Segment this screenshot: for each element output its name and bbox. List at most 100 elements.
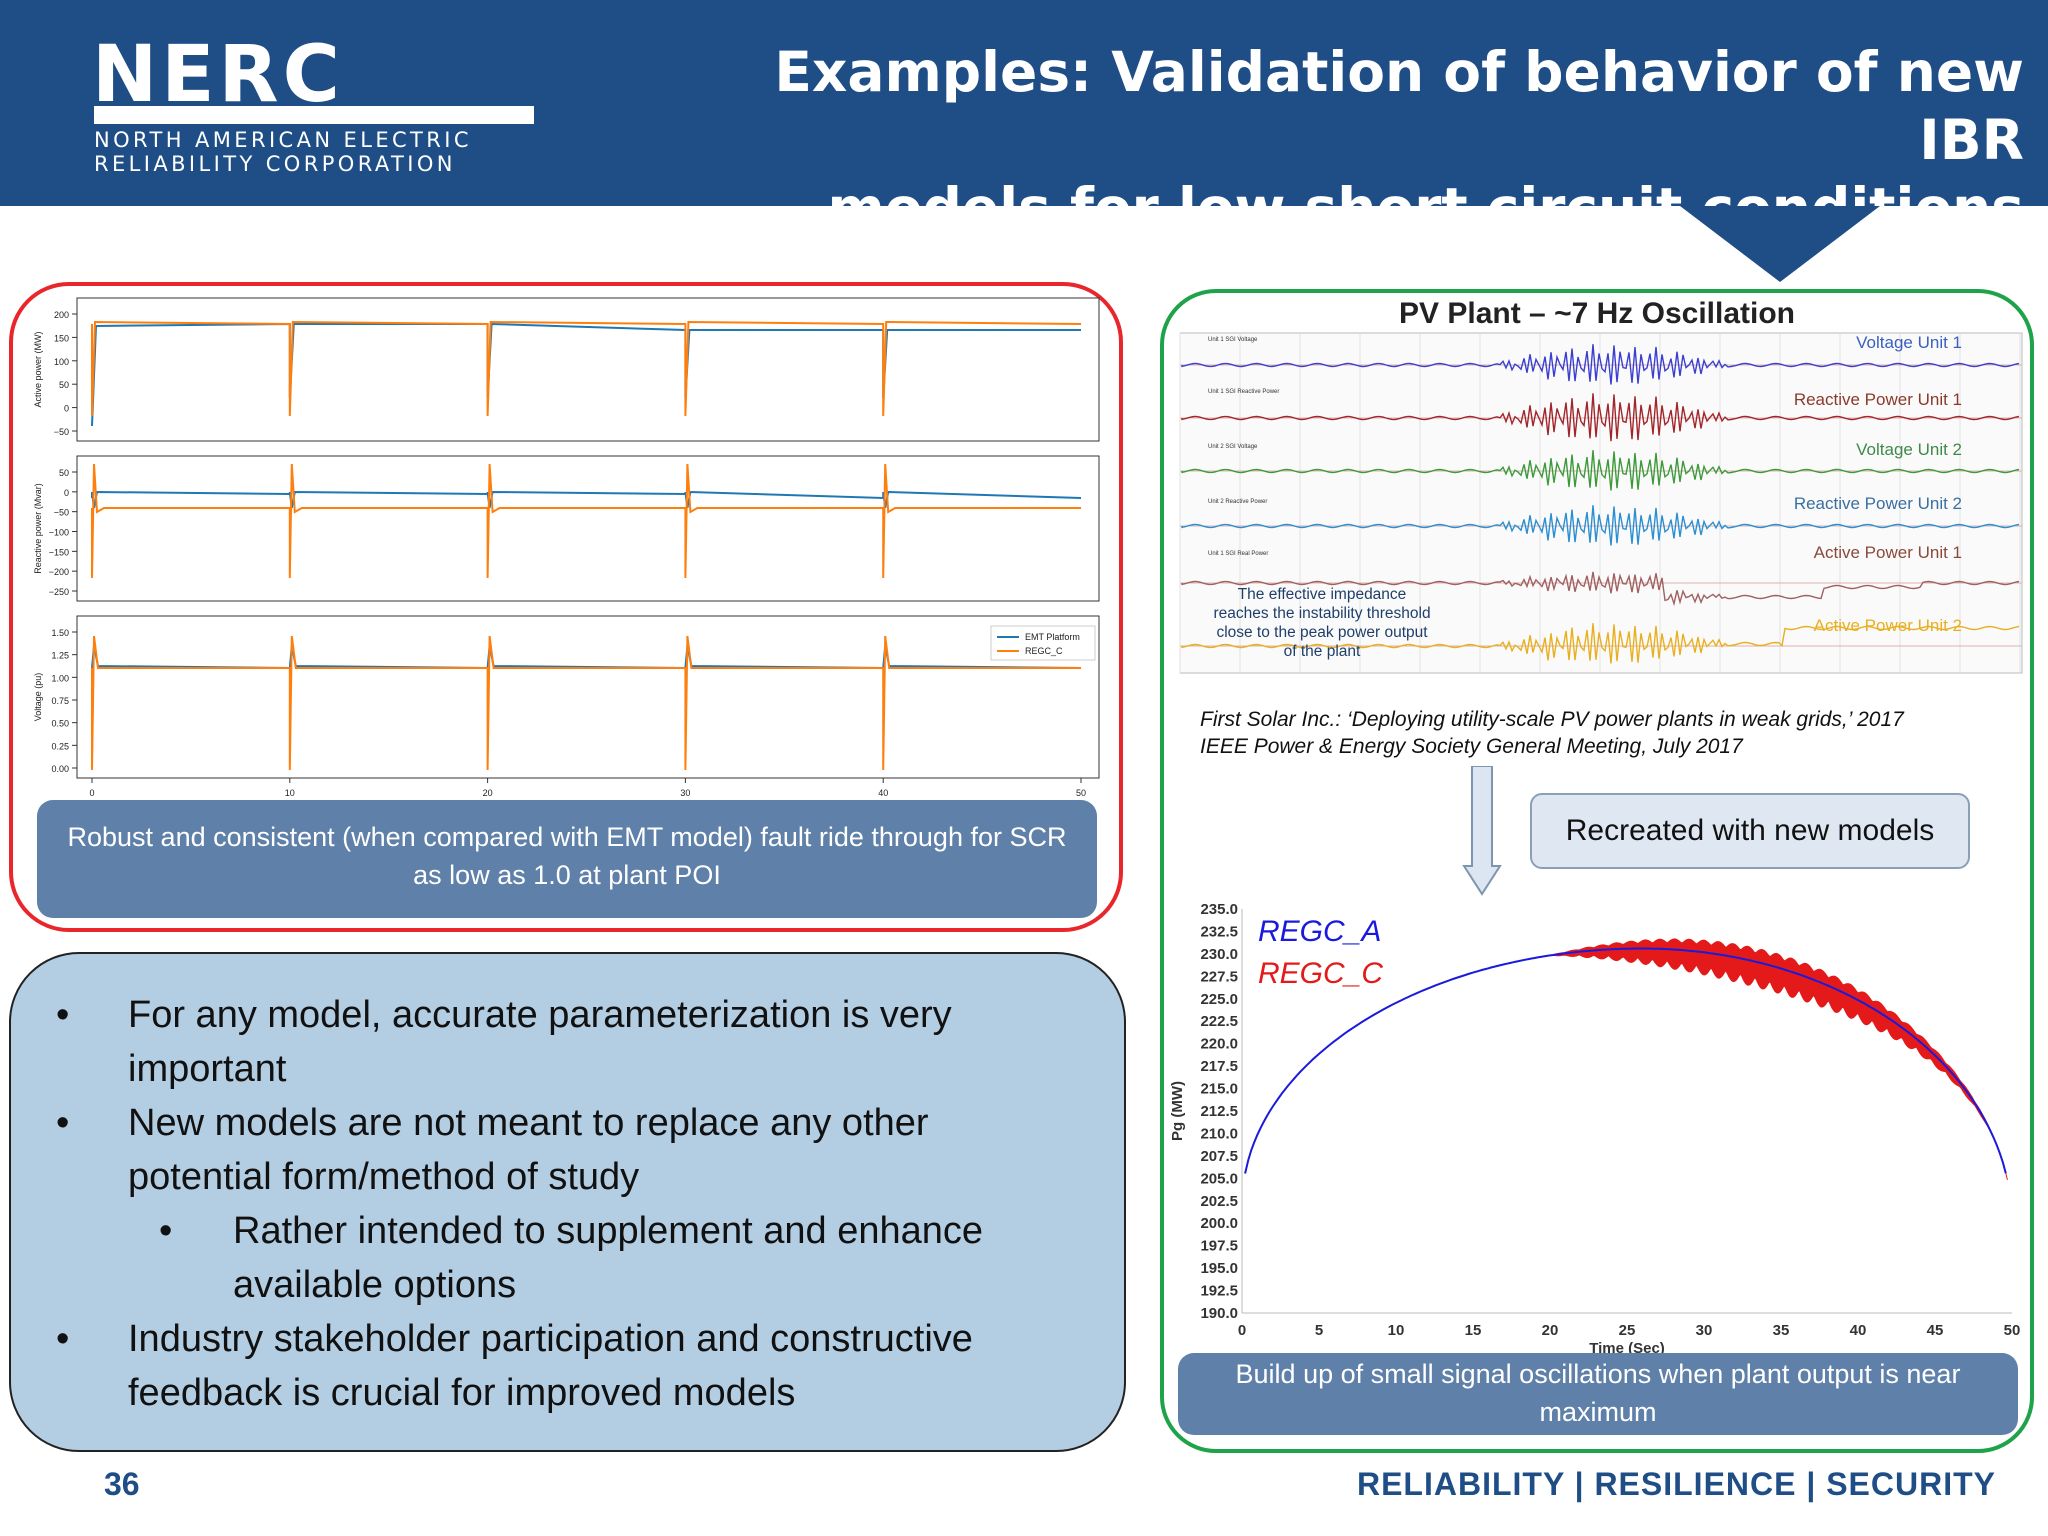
y-tick-label: −100: [49, 528, 69, 538]
y-tick-label: −200: [49, 567, 69, 577]
logo-line-2: RELIABILITY CORPORATION: [94, 152, 456, 176]
pg-y-tick-label: 215.0: [1200, 1081, 1238, 1098]
pg-y-tick-label: 217.5: [1200, 1058, 1238, 1075]
bullet-text: New models are not meant to replace any …: [128, 1096, 929, 1204]
pv-trace-line: [1181, 623, 2020, 664]
pv-trace-label: Reactive Power Unit 2: [1794, 494, 1962, 513]
bullet-text-line: feedback is crucial for improved models: [128, 1372, 796, 1414]
pg-y-tick-label: 205.0: [1200, 1170, 1238, 1187]
pg-y-tick-label: 227.5: [1200, 968, 1238, 985]
citation-line-1: First Solar Inc.: ‘Deploying utility-sca…: [1200, 708, 1904, 731]
nerc-logo-bar: [94, 106, 534, 124]
pv-oscillation-panel: PV Plant – ~7 Hz Oscillation Voltage Unit…: [1160, 289, 2034, 1453]
y-tick-label: 0: [64, 488, 69, 498]
x-tick-label: 30: [680, 788, 690, 798]
chart-legend: EMT Platform REGC_C: [990, 625, 1096, 661]
legend-label-regc: REGC_C: [1025, 646, 1063, 656]
bullet-text: For any model, accurate parameterization…: [128, 988, 952, 1096]
subplot-y-label: Reactive power (Mvar): [33, 483, 43, 574]
subplot-frame: [76, 455, 1100, 602]
pv-chart-title: PV Plant – ~7 Hz Oscillation: [1399, 297, 1795, 330]
y-tick-label: 1.50: [51, 628, 69, 638]
pg-x-tick-label: 30: [1696, 1322, 1713, 1339]
bullet-text-line: important: [128, 1048, 287, 1090]
pv-trace-line: [1181, 505, 2020, 546]
bullet-text: Rather intended to supplement and enhanc…: [233, 1204, 983, 1312]
regc-c-trace: [91, 320, 1082, 417]
y-tick-label: 0.50: [51, 719, 69, 729]
bullet-text-line: Industry stakeholder participation and c…: [128, 1318, 973, 1360]
pg-y-tick-label: 235.0: [1200, 901, 1238, 918]
header-pointer-arrow: [1680, 206, 1880, 282]
pv-trace-label: Voltage Unit 1: [1856, 333, 1962, 352]
pv-trace-small-label: Unit 2 Reactive Power: [1208, 499, 1267, 505]
bullet-marker: •: [56, 1102, 70, 1144]
pg-y-tick-label: 210.0: [1200, 1125, 1238, 1142]
bullet-text-line: Rather intended to supplement and enhanc…: [233, 1210, 983, 1252]
pg-x-tick-label: 5: [1315, 1322, 1323, 1339]
y-tick-label: 1.25: [51, 651, 69, 661]
pg-x-tick-label: 15: [1465, 1322, 1482, 1339]
pv-trace-small-label: Unit 2 SGI Voltage: [1208, 444, 1258, 450]
pg-y-tick-label: 195.0: [1200, 1260, 1238, 1277]
subplot-frame: [76, 297, 1100, 442]
pv-annotation-line: of the plant: [1284, 643, 1361, 660]
pg-x-tick-label: 50: [2004, 1322, 2021, 1339]
pg-x-tick-label: 20: [1542, 1322, 1559, 1339]
y-tick-label: 0.00: [51, 764, 69, 774]
legend-label-emt: EMT Platform: [1025, 632, 1080, 642]
pg-x-tick-label: 35: [1773, 1322, 1790, 1339]
pg-x-tick-label: 45: [1927, 1322, 1944, 1339]
fault-ride-through-panel: 200 150 100 50 0 −50 Active power (MW) 50 0 −50 −1…: [9, 282, 1123, 932]
logo-line-1: NORTH AMERICAN ELECTRIC: [94, 128, 472, 152]
bullet-marker: •: [56, 1318, 70, 1360]
x-tick-label: 20: [483, 788, 493, 798]
pg-time-chart: 235.0 232.5 230.0 227.5 225.0 222.5 220.0 217.5…: [1169, 901, 2021, 1353]
bullet-marker: •: [159, 1210, 173, 1252]
pv-trace-line: [1181, 344, 2020, 385]
pg-x-tick-label: 10: [1388, 1322, 1405, 1339]
pg-y-tick-label: 207.5: [1200, 1148, 1238, 1165]
pv-plot-frame: [1179, 332, 2023, 674]
slide-title-line-1: Examples: Validation of behavior of new …: [774, 40, 2024, 172]
pg-y-axis-label: Pg (MW): [1169, 1081, 1186, 1141]
y-tick-label: 50: [59, 468, 69, 478]
pv-trace-label: Reactive Power Unit 1: [1794, 390, 1962, 409]
y-tick-label: 150: [54, 333, 69, 343]
pv-trace-small-label: Unit 1 SGI Reactive Power: [1208, 389, 1279, 395]
y-tick-label: 50: [59, 380, 69, 390]
pv-trace-line: [1181, 450, 2020, 491]
pg-y-tick-label: 212.5: [1200, 1103, 1238, 1120]
pv-annotation-line: close to the peak power output: [1216, 624, 1428, 641]
pg-y-tick-label: 222.5: [1200, 1013, 1238, 1030]
nerc-logo-wordmark: NERC: [92, 30, 344, 120]
citation-line-2: IEEE Power & Energy Society General Meet…: [1200, 735, 1743, 758]
bullet-text-line: available options: [233, 1264, 517, 1306]
pg-x-tick-label: 25: [1619, 1322, 1636, 1339]
y-tick-label: 0.75: [51, 696, 69, 706]
pv-annotation-line: reaches the instability threshold: [1213, 605, 1430, 622]
x-tick-label: 50: [1076, 788, 1086, 798]
pg-y-tick-label: 200.0: [1200, 1215, 1238, 1232]
bullet-marker: •: [56, 994, 70, 1036]
pv-trace-small-label: Unit 1 SGI Voltage: [1208, 337, 1258, 343]
y-tick-label: −250: [49, 587, 69, 597]
pg-legend-label: REGC_C: [1258, 957, 1383, 990]
y-tick-label: −50: [54, 508, 69, 518]
bullet-text-line: For any model, accurate parameterization…: [128, 994, 952, 1036]
pv-oscillation-chart: PV Plant – ~7 Hz Oscillation Voltage Unit…: [1179, 297, 2023, 674]
pg-y-tick-label: 192.5: [1200, 1283, 1238, 1300]
pg-x-tick-label: 40: [1850, 1322, 1867, 1339]
pg-y-tick-label: 232.5: [1200, 923, 1238, 940]
page-number: 36: [104, 1466, 140, 1502]
source-citation: First Solar Inc.: ‘Deploying utility-sca…: [1200, 706, 1904, 760]
y-tick-label: −150: [49, 547, 69, 557]
recreated-label-box: Recreated with new models: [1530, 793, 1970, 869]
pg-y-tick-label: 225.0: [1200, 991, 1238, 1008]
header-banner: NERC NORTH AMERICAN ELECTRIC RELIABILITY…: [0, 0, 2048, 240]
subplot-frame: [76, 615, 1100, 779]
pv-trace-line: [1181, 393, 2020, 442]
pg-legend-label: REGC_A: [1258, 915, 1381, 948]
nerc-logo-subtitle: NORTH AMERICAN ELECTRIC RELIABILITY CORP…: [94, 128, 472, 176]
